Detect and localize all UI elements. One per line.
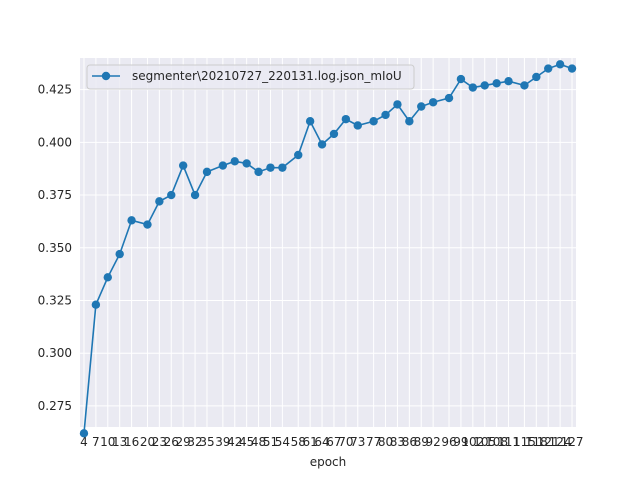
x-tick-label: 45 (239, 435, 254, 449)
data-point (456, 74, 466, 84)
data-point (428, 98, 438, 107)
x-tick-label: 54 (275, 435, 290, 449)
y-axis: 0.275 0.300 0.325 0.350 0.375 0.400 0.425 (38, 83, 72, 413)
legend-box (86, 64, 415, 90)
data-point (317, 140, 327, 149)
grid-lines (80, 58, 576, 427)
data-point (294, 150, 303, 160)
x-tick-label: 86 (402, 435, 417, 449)
data-point (567, 64, 577, 73)
x-tick-label: 16 (124, 435, 139, 449)
x-tick-label: 32 (187, 435, 202, 449)
data-point (544, 64, 553, 73)
data-point (555, 60, 565, 69)
y-tick-label: 0.350 (38, 241, 72, 255)
data-point (468, 83, 478, 92)
x-tick-label: 29 (176, 435, 191, 449)
x-axis-label: epoch (310, 455, 347, 469)
y-tick-label: 0.300 (38, 346, 72, 360)
x-tick-label: 77 (366, 435, 381, 449)
data-point (230, 157, 239, 166)
legend-marker-swatch (101, 71, 111, 81)
x-tick-label: 7 (92, 435, 100, 449)
data-point (532, 72, 541, 82)
x-tick-label: 35 (199, 435, 214, 449)
x-tick-label: 108 (485, 435, 508, 449)
y-tick-label: 0.325 (38, 293, 72, 307)
legend-entry-label: segmenter\20210727_220131.log.json_mIoU (132, 69, 402, 83)
data-point (353, 121, 362, 130)
x-tick-label: 96 (441, 435, 456, 449)
data-point (218, 161, 228, 170)
x-tick-label: 89 (414, 435, 429, 449)
x-tick-label: 124 (549, 435, 572, 449)
x-tick-label: 121 (537, 435, 560, 449)
x-tick-label: 4 (80, 435, 88, 449)
data-point (103, 273, 112, 282)
data-point (305, 117, 315, 126)
data-point (115, 249, 124, 259)
data-point (369, 117, 378, 126)
x-tick-label: 13 (112, 435, 127, 449)
x-tick-label: 118 (525, 435, 548, 449)
x-tick-label: 92 (426, 435, 441, 449)
x-tick-label: 51 (263, 435, 278, 449)
data-point (242, 159, 251, 168)
x-tick-label: 58 (291, 435, 306, 449)
y-tick-label: 0.275 (38, 399, 72, 413)
data-point (341, 114, 351, 124)
x-tick-label: 127 (561, 435, 584, 449)
data-point (127, 216, 136, 225)
x-tick-label: 26 (164, 435, 179, 449)
data-point (444, 93, 454, 103)
data-point (504, 76, 513, 86)
data-point (492, 79, 501, 88)
data-point (381, 110, 390, 120)
data-point (405, 117, 414, 126)
data-point (254, 167, 263, 177)
x-tick-label: 115 (513, 435, 536, 449)
data-point (329, 129, 339, 139)
x-tick-label: 64 (314, 435, 329, 449)
data-point (202, 167, 212, 177)
x-tick-label: 48 (251, 435, 266, 449)
data-point (278, 163, 287, 172)
x-tick-label: 73 (350, 435, 365, 449)
y-tick-label: 0.375 (38, 188, 72, 202)
series-layer (79, 60, 577, 438)
x-tick-label: 102 (461, 435, 484, 449)
data-point (178, 161, 188, 170)
x-tick-label: 42 (227, 435, 242, 449)
data-point (393, 100, 402, 109)
plot-area (80, 58, 576, 427)
x-tick-label: 111 (497, 435, 520, 449)
x-tick-label: 83 (390, 435, 405, 449)
x-tick-label: 105 (473, 435, 496, 449)
data-point (167, 190, 176, 200)
x-tick-label: 80 (378, 435, 393, 449)
data-point (91, 300, 101, 309)
data-point (79, 429, 89, 438)
x-tick-label: 10 (100, 435, 115, 449)
x-tick-label: 39 (215, 435, 230, 449)
x-tick-label: 70 (338, 435, 353, 449)
y-tick-label: 0.425 (38, 83, 72, 97)
series-line (83, 63, 573, 434)
data-point (480, 81, 489, 90)
x-tick-label: 67 (326, 435, 341, 449)
legend: segmenter\20210727_220131.log.json_mIoU (86, 64, 415, 90)
y-tick-label: 0.400 (38, 135, 72, 149)
x-tick-label: 20 (140, 435, 155, 449)
data-point (155, 197, 164, 206)
data-point (190, 190, 200, 200)
data-point (520, 81, 529, 90)
data-point (266, 163, 275, 172)
x-tick-label: 99 (453, 435, 468, 449)
x-tick-label: 61 (303, 435, 318, 449)
data-point (417, 102, 426, 111)
data-point (143, 220, 152, 229)
x-tick-label: 23 (152, 435, 167, 449)
